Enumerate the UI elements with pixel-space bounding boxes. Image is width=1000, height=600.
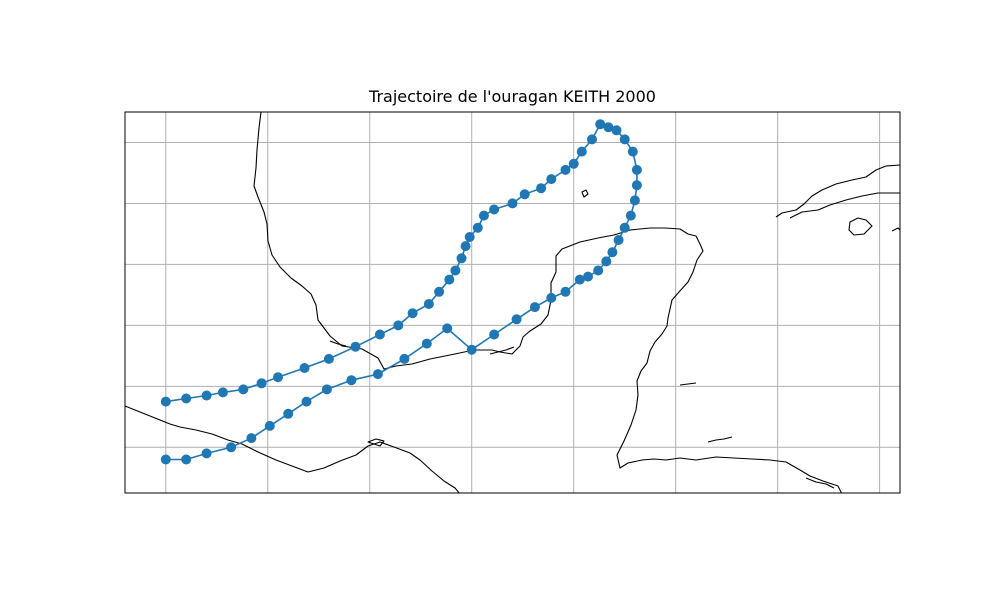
- track-point: [574, 274, 585, 285]
- gridlines: [125, 112, 900, 493]
- track-point: [399, 353, 410, 364]
- track-point: [546, 174, 557, 185]
- track-point: [393, 320, 404, 331]
- track-point: [631, 180, 642, 191]
- track-point: [568, 158, 579, 169]
- track-point: [238, 384, 249, 395]
- track-point: [611, 125, 622, 136]
- track-point: [181, 393, 192, 404]
- track-point: [489, 329, 500, 340]
- coastline-veracruz: [489, 346, 515, 355]
- track-point: [323, 353, 334, 364]
- track-point: [478, 210, 489, 221]
- track-point: [372, 369, 383, 380]
- track-point: [583, 271, 593, 282]
- track-point: [519, 189, 530, 200]
- axes-frame: [124, 111, 901, 494]
- coastline-island-1: [367, 438, 385, 447]
- coastline-small-island: [581, 189, 589, 198]
- track-point: [256, 378, 267, 389]
- track-point: [434, 286, 445, 297]
- track-point: [627, 146, 638, 157]
- track-point: [603, 122, 614, 133]
- track-point: [595, 119, 606, 130]
- track-point: [374, 329, 385, 340]
- track-point: [560, 286, 571, 297]
- track-point: [601, 256, 612, 267]
- coastline-jamaica: [891, 227, 900, 232]
- track-point: [444, 274, 455, 285]
- coastline-cuba-south: [789, 192, 900, 219]
- track-point: [321, 384, 332, 395]
- track-point: [511, 314, 522, 325]
- track-point: [472, 222, 483, 233]
- track-point: [423, 299, 434, 309]
- track-point: [536, 183, 547, 194]
- track-point: [607, 247, 618, 258]
- track-point: [226, 442, 237, 453]
- track-point: [507, 198, 518, 209]
- track-point: [546, 292, 557, 303]
- track-point: [217, 387, 228, 398]
- track-point: [246, 433, 257, 444]
- track-point: [576, 146, 587, 157]
- track-point: [350, 341, 361, 352]
- track-point: [407, 308, 418, 319]
- track-point: [587, 134, 597, 145]
- track-point: [560, 164, 571, 175]
- track-point: [450, 265, 461, 276]
- track-point: [421, 338, 432, 349]
- track-point: [619, 222, 630, 233]
- track-point: [201, 448, 212, 459]
- track-point: [283, 408, 294, 419]
- track-point: [464, 232, 475, 242]
- track-point: [593, 265, 604, 276]
- track-point: [466, 344, 477, 355]
- coastline-pacific: [125, 405, 460, 493]
- coastline-keys: [679, 382, 697, 386]
- track-point: [629, 195, 640, 206]
- track-point: [201, 390, 212, 401]
- coastline-mexico-west: [253, 112, 843, 493]
- coastline-honduras-islands: [707, 436, 733, 443]
- track-point: [301, 396, 312, 407]
- track-point: [625, 210, 636, 221]
- track-point: [529, 302, 540, 313]
- track-point: [489, 204, 500, 215]
- track-point: [613, 235, 624, 245]
- track-point: [460, 241, 471, 252]
- coastline-cuba: [775, 164, 900, 218]
- track-point: [273, 372, 283, 383]
- track-point: [264, 420, 275, 431]
- track-point: [299, 363, 310, 373]
- track-point: [442, 323, 453, 334]
- coastline-isla-juventud: [848, 217, 873, 236]
- track-point: [160, 454, 171, 465]
- track-point: [631, 164, 642, 175]
- track-point: [181, 454, 192, 465]
- track-point: [160, 396, 171, 407]
- hurricane-track: [160, 119, 642, 465]
- coastline-tampico: [329, 340, 347, 347]
- track-point: [456, 253, 467, 264]
- coastline-roatan: [805, 477, 835, 489]
- plot-title: Trajectoire de l'ouragan KEITH 2000: [369, 87, 656, 106]
- coastlines: [125, 112, 900, 493]
- track-point: [346, 375, 357, 386]
- track-point: [619, 134, 630, 145]
